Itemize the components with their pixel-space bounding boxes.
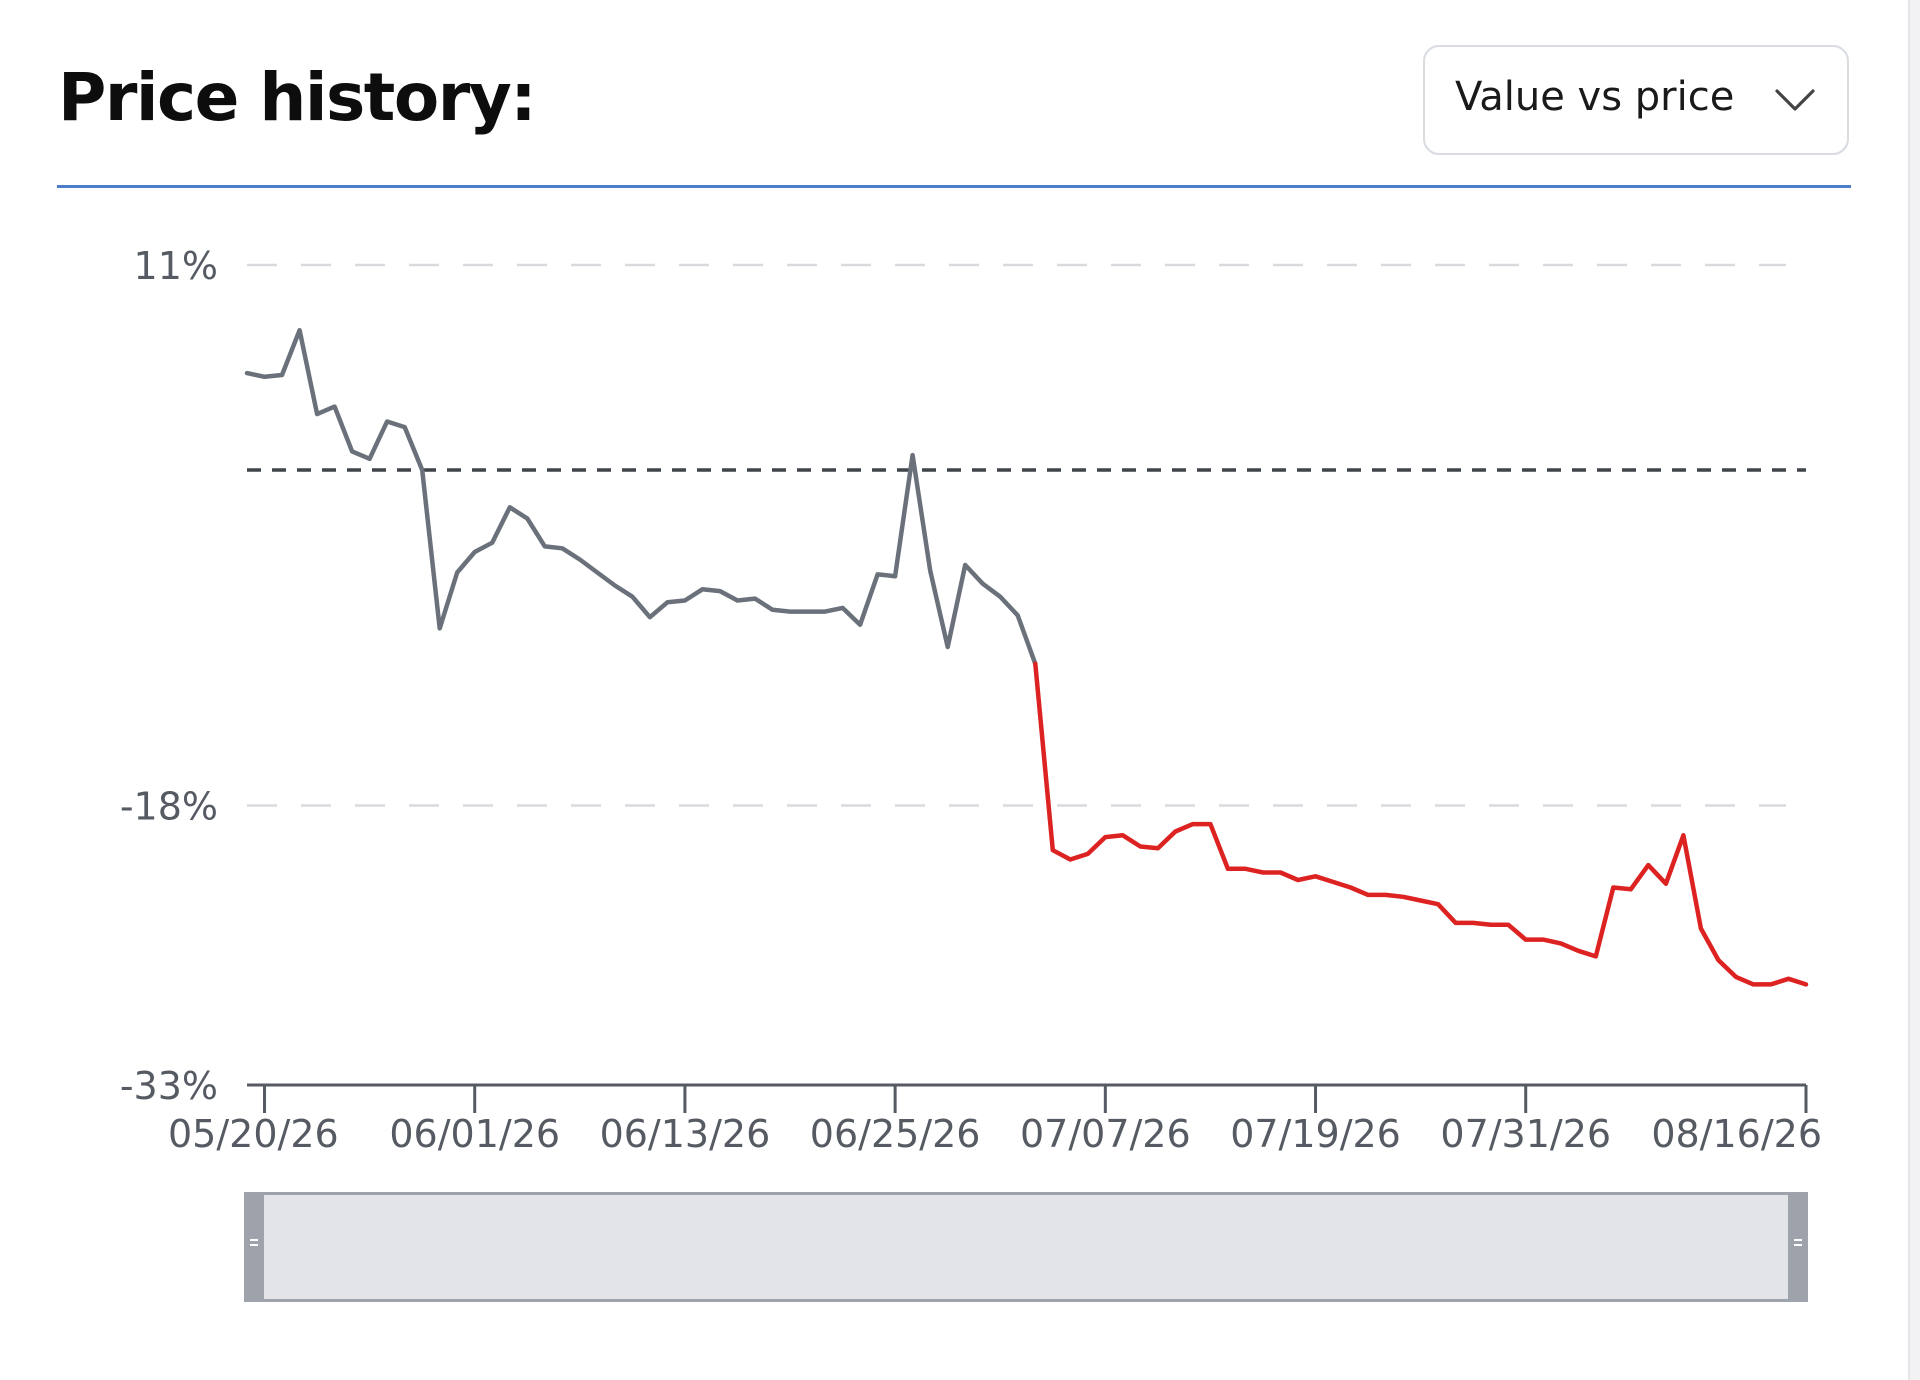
x-tick-label: 07/31/26 xyxy=(1440,1112,1611,1156)
x-tick-label: 06/13/26 xyxy=(600,1112,771,1156)
x-tick-label: 07/07/26 xyxy=(1020,1112,1191,1156)
x-tick-label: 08/16/26 xyxy=(1651,1112,1822,1156)
y-tick-label: -18% xyxy=(120,784,218,828)
page-scrollbar-edge xyxy=(1908,0,1920,1380)
chart-mode-select-value: Value vs price xyxy=(1455,74,1735,120)
x-axis-labels: 05/20/26 06/01/26 06/13/26 06/25/26 07/07/26… xyxy=(168,1112,1822,1156)
y-tick-label: 11% xyxy=(134,244,218,288)
y-tick-label: -33% xyxy=(120,1064,218,1108)
chart-mode-select[interactable]: Value vs price xyxy=(1423,45,1849,155)
page-title: Price history: xyxy=(58,59,537,136)
y-axis-labels: 11% -18% -33% xyxy=(120,244,218,1108)
chart-range-scrollbar[interactable] xyxy=(244,1192,1808,1302)
series-line-grey xyxy=(244,327,1038,667)
x-tick-label: 06/25/26 xyxy=(810,1112,981,1156)
x-tick-label: 06/01/26 xyxy=(389,1112,560,1156)
x-tick-label: 05/20/26 xyxy=(168,1112,339,1156)
x-tick-label: 07/19/26 xyxy=(1230,1112,1401,1156)
price-series xyxy=(244,327,1809,987)
series-line-red xyxy=(1033,661,1809,987)
chart-gridlines xyxy=(247,263,1786,807)
range-end-handle[interactable] xyxy=(1788,1192,1808,1302)
header-divider xyxy=(57,185,1851,188)
x-axis xyxy=(247,1083,1808,1113)
chevron-down-icon xyxy=(1775,89,1815,111)
range-start-handle[interactable] xyxy=(244,1192,264,1302)
